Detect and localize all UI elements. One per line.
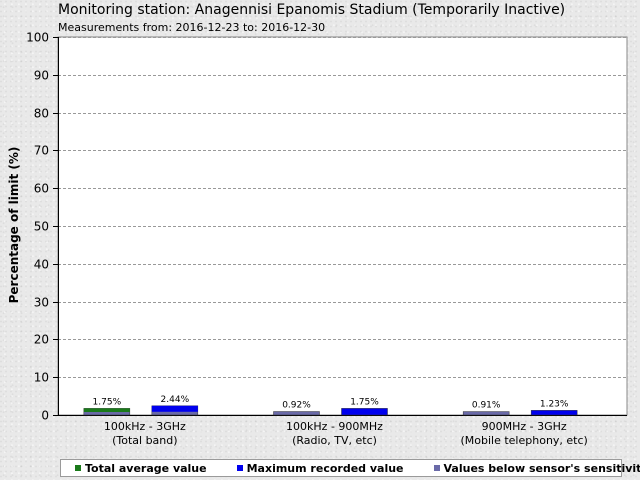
y-tick-label: 20 [34, 333, 49, 347]
data-label: 1.75% [93, 397, 122, 407]
y-tick-label: 10 [34, 371, 49, 385]
legend-swatch-below-sensitivity [433, 465, 440, 471]
bar-total-average [273, 411, 320, 416]
bar-maximum-overlay [151, 405, 198, 412]
y-tick-label: 40 [34, 258, 49, 272]
y-tick-label: 0 [41, 409, 49, 423]
data-label: 2.44% [161, 395, 190, 405]
data-label: 0.92% [282, 401, 311, 411]
legend-label-below-sensitivity: Values below sensor's sensitivity [443, 461, 640, 475]
y-tick-label: 50 [34, 220, 49, 234]
legend-item-total-average: Total average value [61, 462, 207, 475]
x-tick-label: 900MHz - 3GHz [482, 420, 567, 433]
bar-maximum [530, 410, 578, 416]
legend-swatch-maximum [236, 465, 243, 471]
chart-legend: Total average value Maximum recorded val… [60, 459, 640, 477]
y-tick-label: 100 [26, 31, 49, 45]
legend-item-below-sensitivity: Values below sensor's sensitivity [404, 462, 640, 475]
chart-title: Monitoring station: Anagennisi Epanomis … [58, 2, 566, 18]
bar-total-average-overlay [83, 408, 130, 413]
plot-area [57, 36, 628, 416]
legend-item-maximum: Maximum recorded value [207, 462, 404, 475]
y-tick-label: 70 [34, 144, 49, 158]
data-label: 1.23% [540, 399, 569, 409]
data-label: 0.91% [472, 401, 501, 411]
bar-chart: 0 10 20 30 40 50 60 70 80 90 100 1.75% 2.44% 100kHz -… [26, 31, 628, 447]
x-tick-label-sub: (Mobile telephony, etc) [460, 434, 587, 447]
legend-label-maximum: Maximum recorded value [246, 461, 404, 475]
x-tick-label: 100kHz - 3GHz [104, 420, 186, 433]
bar-total-average [462, 411, 510, 416]
x-tick-label-sub: (Total band) [112, 434, 177, 447]
legend-label-total-average: Total average value [85, 461, 207, 475]
y-tick-label: 30 [34, 296, 49, 310]
y-tick-label: 90 [34, 69, 49, 83]
chart-subtitle: Measurements from: 2016-12-23 to: 2016-1… [58, 21, 326, 34]
bar-maximum [341, 408, 388, 416]
legend-swatch-total-average [75, 465, 81, 471]
data-label: 1.75% [350, 397, 379, 407]
y-tick-label: 60 [34, 182, 49, 196]
y-tick-label: 80 [34, 107, 49, 121]
x-tick-label: 100kHz - 900MHz [286, 420, 383, 433]
x-tick-label-sub: (Radio, TV, etc) [292, 434, 377, 447]
